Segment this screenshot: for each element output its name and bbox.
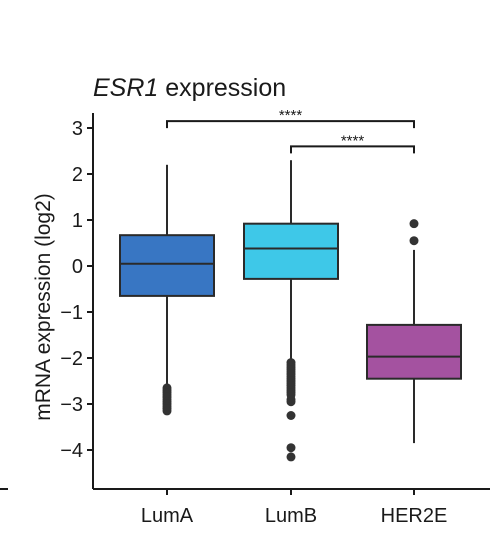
outlier-point	[409, 236, 419, 246]
outlier-point	[409, 219, 419, 229]
y-tick-label: 2	[72, 164, 83, 186]
y-tick-label: 1	[72, 210, 83, 232]
chart-title-rest: expression	[158, 74, 286, 102]
outlier-point	[286, 411, 296, 420]
box-luma	[119, 234, 215, 297]
outlier-point	[162, 406, 172, 416]
y-tick-label: −1	[60, 302, 83, 324]
significance-bracket	[166, 120, 415, 129]
outlier-point	[286, 397, 296, 407]
box-lumb	[243, 222, 339, 280]
x-tick-label: LumA	[141, 505, 194, 527]
y-tick-label: 3	[72, 118, 83, 140]
y-axis-title: mRNA expression (log2)	[32, 193, 55, 421]
significance-label: ****	[341, 132, 365, 149]
y-tick-label: −4	[60, 440, 83, 462]
significance-label: ****	[279, 107, 303, 124]
plot-area: 3 2 1 0 −1 −2 −3 −4 LumA LumB HER2E **** ****	[60, 107, 490, 527]
x-tick-label: LumB	[265, 505, 317, 527]
y-tick-label: 0	[72, 256, 83, 278]
outlier-point	[286, 452, 296, 462]
x-tick-label: HER2E	[381, 505, 448, 527]
outlier-point	[286, 443, 296, 453]
chart-title-gene: ESR1	[93, 74, 158, 102]
box-her2e	[366, 323, 462, 380]
chart-title: ESR1 expression	[93, 74, 286, 102]
significance-bracket	[290, 145, 415, 154]
y-tick-label: −3	[60, 394, 83, 416]
y-tick-label: −2	[60, 348, 83, 370]
